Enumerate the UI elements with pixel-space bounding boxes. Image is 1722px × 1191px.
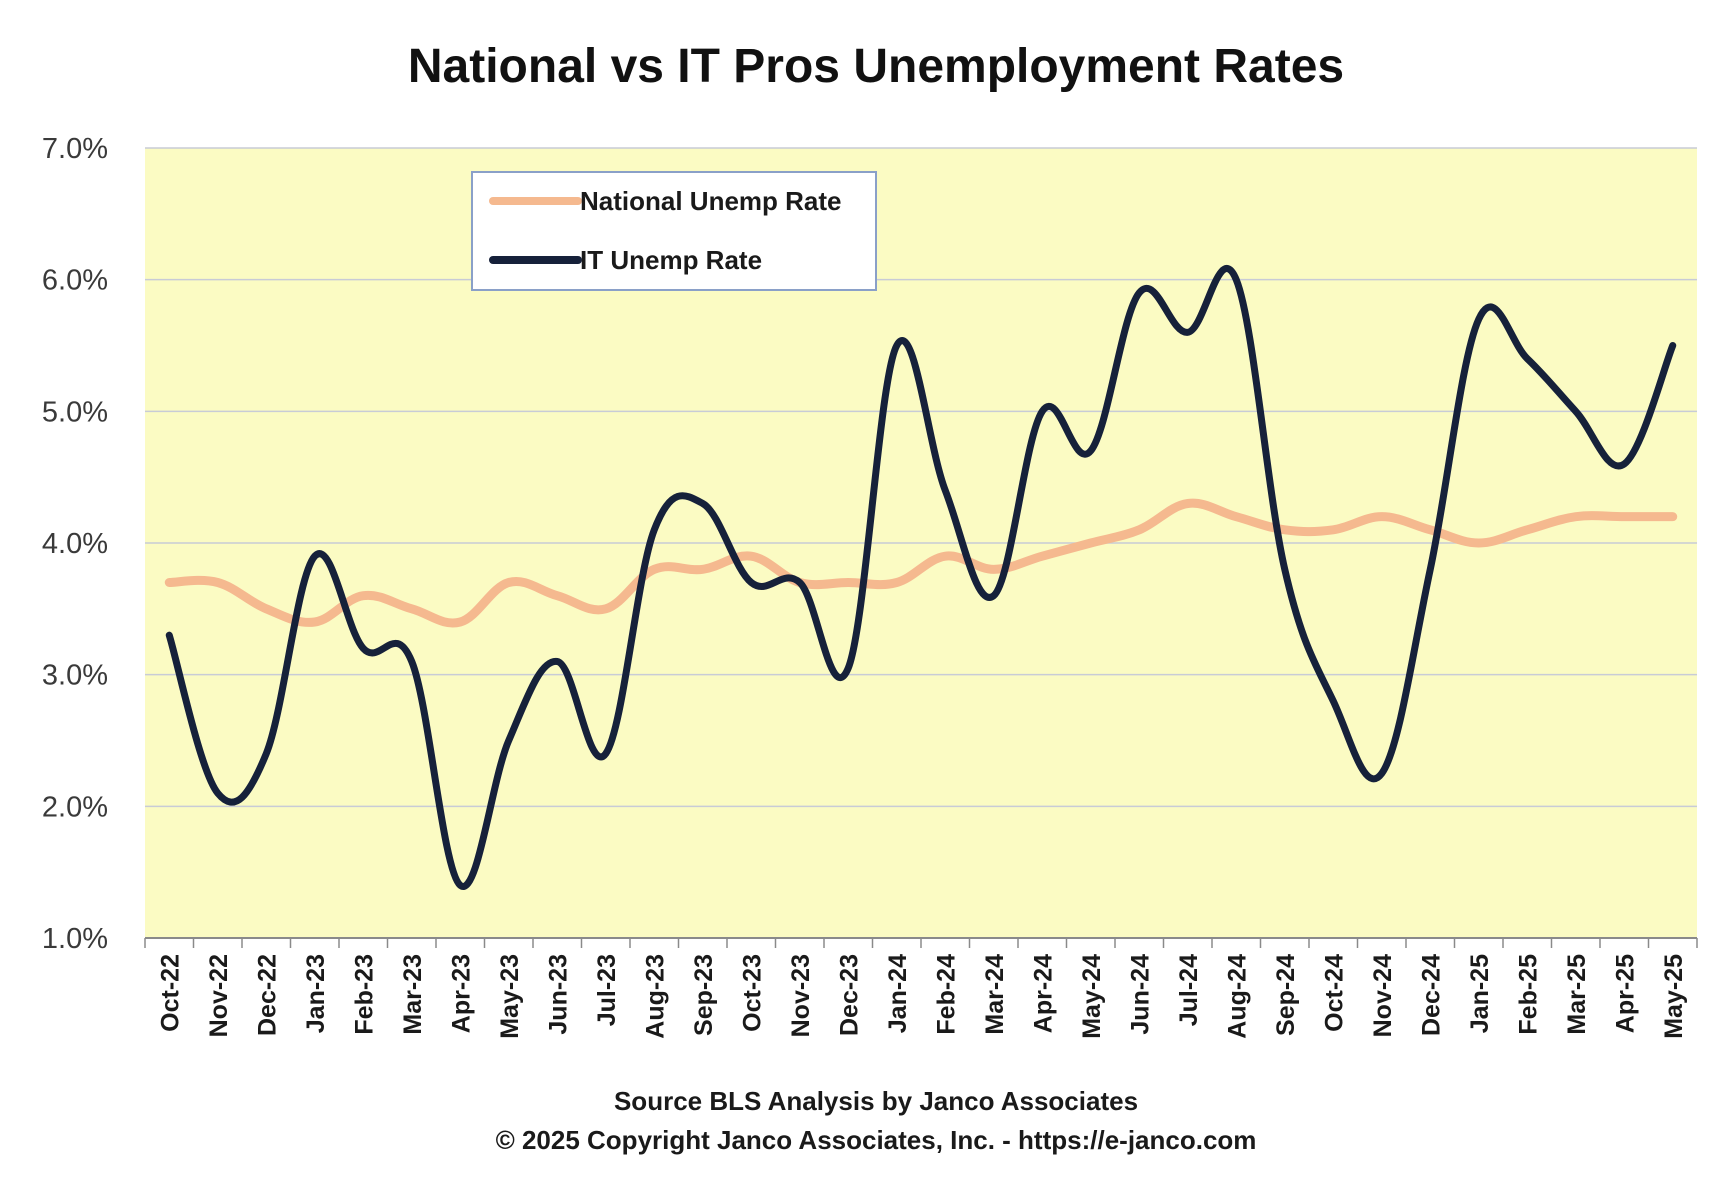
x-tick-label: Dec-22 xyxy=(253,954,281,1036)
x-tick-label: Oct-23 xyxy=(738,954,766,1032)
series-line-it xyxy=(165,265,1677,890)
x-tick-label: Aug-23 xyxy=(641,954,669,1039)
x-tick-label: Oct-22 xyxy=(156,954,184,1032)
y-tick-label: 6.0% xyxy=(42,265,108,297)
y-axis: 1.0% 2.0% 3.0% 4.0% 5.0% 6.0% 7.0% xyxy=(42,133,108,955)
x-tick-label: Feb-24 xyxy=(932,954,960,1035)
x-tick-label: Jun-23 xyxy=(544,954,572,1035)
x-tick-label: Mar-24 xyxy=(981,954,1009,1035)
y-tick-label: 1.0% xyxy=(42,923,108,955)
x-tick-label: Apr-23 xyxy=(447,954,475,1033)
x-tick-label: Apr-25 xyxy=(1611,954,1639,1033)
x-tick-label: Jan-25 xyxy=(1466,954,1494,1033)
x-tick-label: Nov-22 xyxy=(205,954,233,1037)
copyright-note: © 2025 Copyright Janco Associates, Inc. … xyxy=(496,1125,1257,1155)
x-tick-label: Jan-24 xyxy=(884,954,912,1033)
y-tick-label: 3.0% xyxy=(42,660,108,692)
x-axis: Oct-22 Nov-22 Dec-22 Jan-23 Feb-23 Mar-23 Apr-… xyxy=(144,938,1698,1039)
x-tick-label: Feb-25 xyxy=(1514,954,1542,1035)
y-tick-label: 2.0% xyxy=(42,791,108,823)
legend-label-national: National Unemp Rate xyxy=(580,186,842,216)
x-tick-label: Sep-23 xyxy=(690,954,718,1036)
x-tick-label: Oct-24 xyxy=(1320,954,1348,1032)
y-tick-label: 5.0% xyxy=(42,396,108,428)
series-lines xyxy=(164,265,1678,890)
series-line-national xyxy=(164,498,1678,628)
y-tick-label: 7.0% xyxy=(42,133,108,165)
gridlines xyxy=(145,147,1697,939)
x-tick-label: Sep-24 xyxy=(1272,954,1300,1036)
x-tick-label: Jul-24 xyxy=(1175,954,1203,1026)
y-tick-label: 4.0% xyxy=(42,528,108,560)
x-tick-label: Nov-24 xyxy=(1369,954,1397,1037)
x-tick-label: Jan-23 xyxy=(302,954,330,1033)
x-tick-label: May-24 xyxy=(1078,954,1106,1039)
x-tick-label: Jun-24 xyxy=(1126,954,1154,1035)
legend: National Unemp Rate IT Unemp Rate xyxy=(471,171,877,291)
x-tick-label: Mar-25 xyxy=(1563,954,1591,1035)
source-note: Source BLS Analysis by Janco Associates xyxy=(614,1086,1138,1116)
x-tick-label: Dec-23 xyxy=(835,954,863,1036)
x-tick-label: Feb-23 xyxy=(350,954,378,1035)
x-tick-label: Mar-23 xyxy=(399,954,427,1035)
x-tick-label: May-23 xyxy=(496,954,524,1039)
x-tick-label: Nov-23 xyxy=(787,954,815,1037)
chart-title: National vs IT Pros Unemployment Rates xyxy=(408,40,1344,93)
x-tick-label: Aug-24 xyxy=(1223,954,1251,1039)
x-tick-label: Dec-24 xyxy=(1417,954,1445,1036)
legend-box xyxy=(471,171,877,291)
x-tick-label: May-25 xyxy=(1660,954,1688,1039)
x-tick-label: Apr-24 xyxy=(1029,954,1057,1033)
legend-label-it: IT Unemp Rate xyxy=(580,245,762,275)
x-tick-label: Jul-23 xyxy=(593,954,621,1026)
